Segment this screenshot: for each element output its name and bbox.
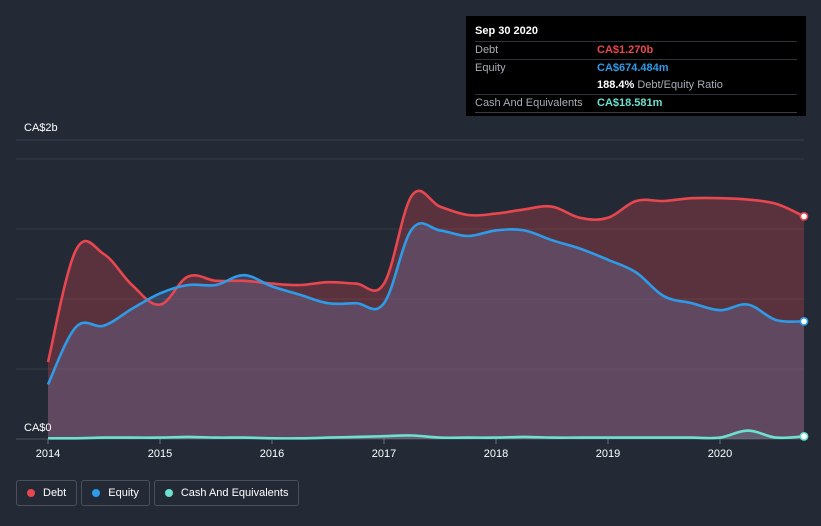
tooltip-cash-value: CA$18.581m [597,97,663,109]
legend-item-debt[interactable]: Debt [16,480,78,506]
x-tick-label-2020: 2020 [708,448,732,460]
legend-item-cash[interactable]: Cash And Equivalents [153,480,300,506]
debt-dot-icon [27,489,35,497]
x-tick-label-2018: 2018 [484,448,508,460]
tooltip-ratio-row: 188.4% Debt/Equity Ratio [475,77,797,95]
tooltip-debt-label: Debt [475,44,499,56]
tooltip-equity-label: Equity [475,62,506,74]
debt-end-marker [799,211,809,221]
legend-equity-label: Equity [108,487,139,499]
equity-dot-icon [92,489,101,497]
debt-area [48,190,804,439]
y-axis-bottom-label: CA$0 [24,422,52,434]
tooltip-cash-row: Cash And Equivalents CA$18.581m [475,95,797,113]
tooltip-date: Sep 30 2020 [475,24,797,42]
debt-line [46,189,805,363]
x-axis-ticks: 2014 2015 2016 2017 2018 2019 2020 [36,439,732,460]
x-tick-label-2016: 2016 [260,448,284,460]
cash-dot-icon [164,489,173,497]
x-tick-label-2017: 2017 [372,448,396,460]
x-tick-label-2014: 2014 [36,448,60,460]
data-tooltip: Sep 30 2020 Debt CA$1.270b Equity CA$674… [466,16,806,116]
legend-cash-label: Cash And Equivalents [180,487,289,499]
tooltip-ratio-value: 188.4% [597,79,635,91]
tooltip-equity-value: CA$674.484m [597,62,669,74]
equity-end-marker [799,316,809,326]
tooltip-equity-row: Equity CA$674.484m [475,60,797,77]
y-axis-top-label: CA$2b [24,122,58,134]
cash-and-equivalents-end-marker [799,431,809,441]
cash-and-equivalents-line [47,429,805,440]
series-areas [48,190,804,439]
legend-debt-label: Debt [43,487,67,499]
series-end-markers [799,211,809,441]
legend-item-equity[interactable]: Equity [81,480,150,506]
chart-legend: Debt Equity Cash And Equivalents [16,480,300,506]
tooltip-cash-label: Cash And Equivalents [475,97,583,109]
equity-line [46,222,805,385]
x-tick-label-2015: 2015 [148,448,172,460]
x-tick-label-2019: 2019 [596,448,620,460]
tooltip-debt-value: CA$1.270b [597,44,654,56]
tooltip-ratio-label: Debt/Equity Ratio [637,79,723,91]
series-lines [46,189,805,440]
tooltip-debt-row: Debt CA$1.270b [475,42,797,60]
